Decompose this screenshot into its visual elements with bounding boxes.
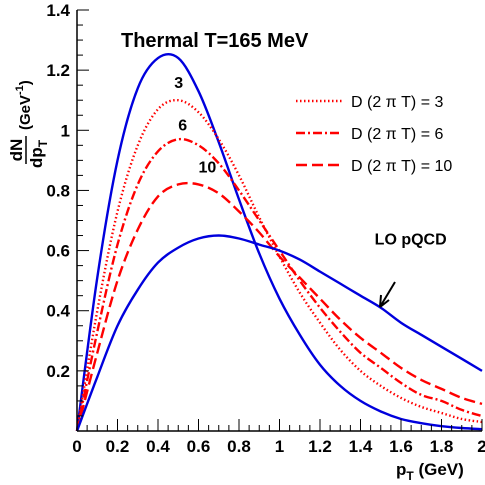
legend-label: D (2 π T) = 3: [351, 94, 443, 111]
tick-marks: [76, 9, 483, 432]
svg-text:(GeV-1): (GeV-1): [14, 80, 34, 130]
y-tick-label: 1.2: [46, 61, 70, 80]
y-tick-label: 0.8: [46, 181, 70, 200]
x-axis-label: pT (GeV): [396, 460, 464, 483]
x-tick-label: 1.4: [349, 437, 373, 456]
legend-label: D (2 π T) = 6: [351, 126, 443, 143]
svg-text:dpT: dpT: [27, 139, 50, 168]
series-lines: [75, 52, 483, 432]
annotation-label: LO pQCD: [375, 232, 447, 249]
annotations: 3 6 10 LO pQCD: [174, 75, 446, 248]
x-tick-label: 1.8: [430, 437, 454, 456]
x-tick-label: 0.8: [227, 437, 251, 456]
y-tick-label: 0.6: [46, 242, 70, 261]
y-tick-label: 0.4: [46, 302, 70, 321]
legend-label: D (2 π T) = 10: [351, 158, 452, 175]
x-tick-label: 1.2: [308, 437, 332, 456]
x-tick-label: 0: [72, 437, 81, 456]
y-axis-label: dN dpT (GeV-1): [7, 80, 50, 168]
chart-title: Thermal T=165 MeV: [121, 30, 309, 52]
x-tick-label: 0.6: [187, 437, 211, 456]
series-line-4: [75, 234, 483, 432]
x-tick-label: 0.2: [106, 437, 130, 456]
annotation-label: 6: [178, 117, 187, 134]
x-tick-label: 2: [477, 437, 485, 456]
series-line-3: [75, 181, 483, 432]
x-tick-label: 1.6: [389, 437, 413, 456]
svg-text:dN: dN: [7, 139, 26, 162]
series-line-1: [75, 98, 483, 432]
arrow-icon: [379, 281, 396, 308]
axes-frame: [76, 10, 482, 432]
y-tick-label: 0.2: [46, 362, 70, 381]
y-tick-label: 1.4: [46, 1, 70, 20]
x-tick-label: 1: [275, 437, 284, 456]
series-line-0: [75, 52, 483, 432]
annotation-label: 3: [174, 75, 183, 92]
legend: D (2 π T) = 3 D (2 π T) = 6 D (2 π T) = 10: [296, 94, 452, 175]
series-line-2: [75, 137, 483, 432]
y-tick-label: 1: [61, 121, 70, 140]
tick-labels: 0 0.2 0.4 0.6 0.8 1 1.2 1.4 1.6 1.8 2 0.2 0.4 0.6 0.8 1…: [46, 1, 485, 456]
annotation-label: 10: [199, 159, 217, 176]
x-tick-label: 0.4: [146, 437, 170, 456]
